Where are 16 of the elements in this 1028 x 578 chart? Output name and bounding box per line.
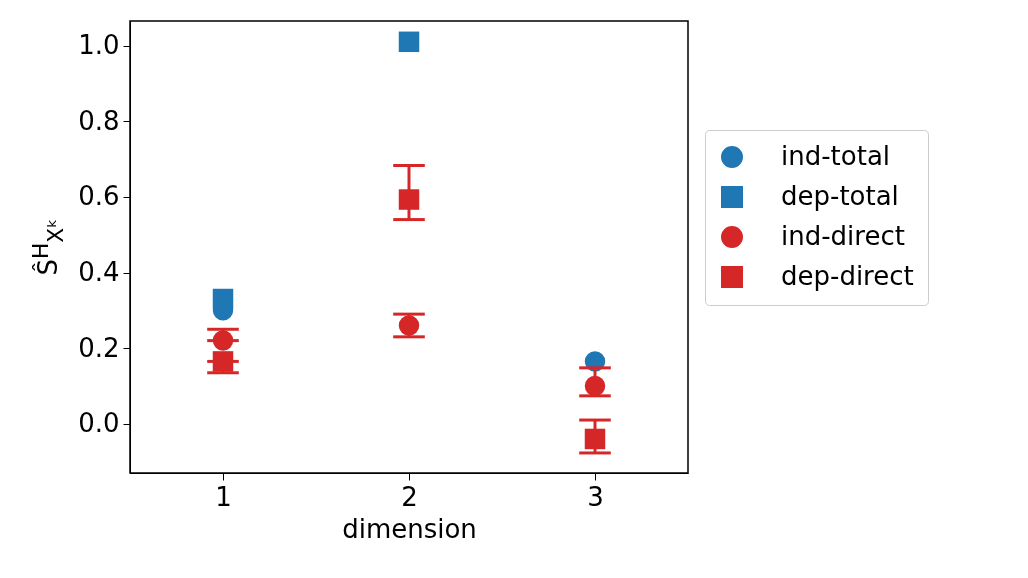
x-axis-title: dimension: [342, 513, 477, 544]
y-tick-label: 0.0: [78, 408, 120, 439]
y-tick-label: 0.4: [78, 257, 120, 288]
y-tick-label: 1.0: [78, 30, 120, 61]
legend-label: dep-direct: [781, 261, 914, 291]
point: [212, 288, 234, 310]
point: [398, 31, 420, 53]
y-tick-label: 0.2: [78, 332, 120, 363]
legend-label: dep-total: [781, 181, 899, 211]
x-tick-label: 2: [401, 481, 418, 512]
y-tick-label: 0.6: [78, 181, 120, 212]
x-tick-label: 3: [587, 481, 604, 512]
y-tick-label: 0.8: [78, 105, 120, 136]
x-tick-label: 1: [215, 481, 232, 512]
legend-label: ind-total: [781, 141, 891, 171]
legend-label: ind-direct: [781, 221, 905, 251]
